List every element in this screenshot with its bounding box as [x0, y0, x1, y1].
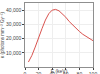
- svg-text:20: 20: [36, 71, 42, 74]
- svg-text:40,000: 40,000: [6, 7, 22, 13]
- svg-text:40: 40: [49, 71, 55, 74]
- svg-text:80: 80: [77, 71, 83, 74]
- svg-text:60: 60: [63, 71, 69, 74]
- svg-text:30,000: 30,000: [6, 21, 22, 27]
- svg-text:E (keV): E (keV): [51, 68, 68, 74]
- svg-text:0: 0: [24, 71, 27, 74]
- svg-text:100: 100: [89, 71, 98, 74]
- svg-text:κ (photons mm⁻² Gy⁻¹): κ (photons mm⁻² Gy⁻¹): [0, 11, 5, 58]
- svg-text:20,000: 20,000: [6, 35, 22, 41]
- svg-text:10,000: 10,000: [6, 50, 22, 56]
